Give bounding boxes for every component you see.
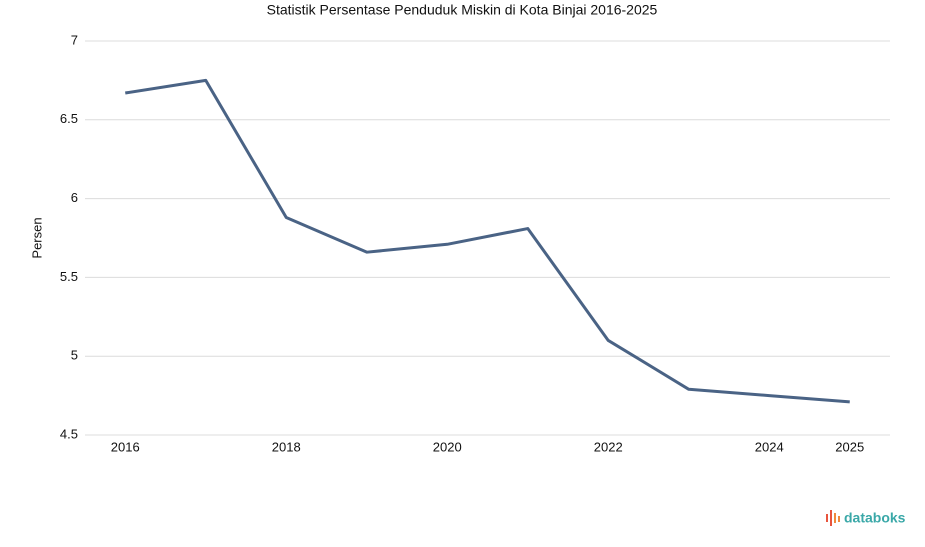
y-tick-label: 5.5 — [60, 269, 78, 284]
chart-title: Statistik Persentase Penduduk Miskin di … — [267, 2, 658, 18]
y-tick-label: 4.5 — [60, 426, 78, 441]
y-axis-label: Persen — [29, 217, 44, 258]
y-tick-label: 5 — [71, 348, 78, 363]
brand-logo — [826, 510, 840, 526]
x-tick-label: 2022 — [594, 439, 623, 454]
data-line — [125, 78, 850, 404]
y-tick-label: 6 — [71, 190, 78, 205]
x-tick-label: 2020 — [433, 439, 462, 454]
x-tick-label: 2016 — [111, 439, 140, 454]
y-tick-label: 6.5 — [60, 111, 78, 126]
x-tick-label: 2025 — [835, 439, 864, 454]
brand: databoks — [844, 510, 906, 526]
y-tick-label: 7 — [71, 32, 78, 47]
x-tick-label: 2018 — [272, 439, 301, 454]
x-tick-label: 2024 — [755, 439, 784, 454]
